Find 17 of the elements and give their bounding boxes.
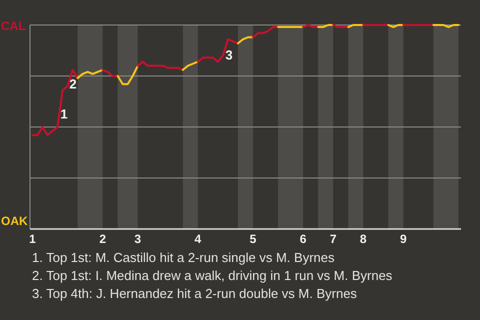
x-tick-label: 1	[29, 232, 36, 246]
annotation: 2	[69, 76, 77, 92]
text: OAK	[1, 214, 28, 228]
text: 3. Top 4th: J. Hernandez hit a 2-run double vs M. Byrnes	[32, 286, 358, 301]
text: CAL	[1, 19, 26, 33]
x-tick-label: 4	[194, 232, 202, 246]
x-tick-label: 2	[99, 232, 106, 246]
x-tick-label: 6	[300, 232, 307, 246]
x-tick-label: 5	[250, 232, 257, 246]
x-tick-label: 3	[134, 232, 142, 246]
annotation: 1	[60, 106, 68, 122]
annotation: 3	[225, 47, 233, 62]
x-tick-label: 7	[330, 232, 337, 246]
x-tick-label: 8	[360, 232, 367, 246]
x-tick-label: 9	[400, 232, 408, 246]
text: 1. Top 1st: M. Castillo hit a 2-run single vs M. Byrnes	[32, 250, 335, 265]
text: 2. Top 1st: I. Medina drew a walk, driving in 1 run vs M. Byrnes	[32, 268, 393, 283]
